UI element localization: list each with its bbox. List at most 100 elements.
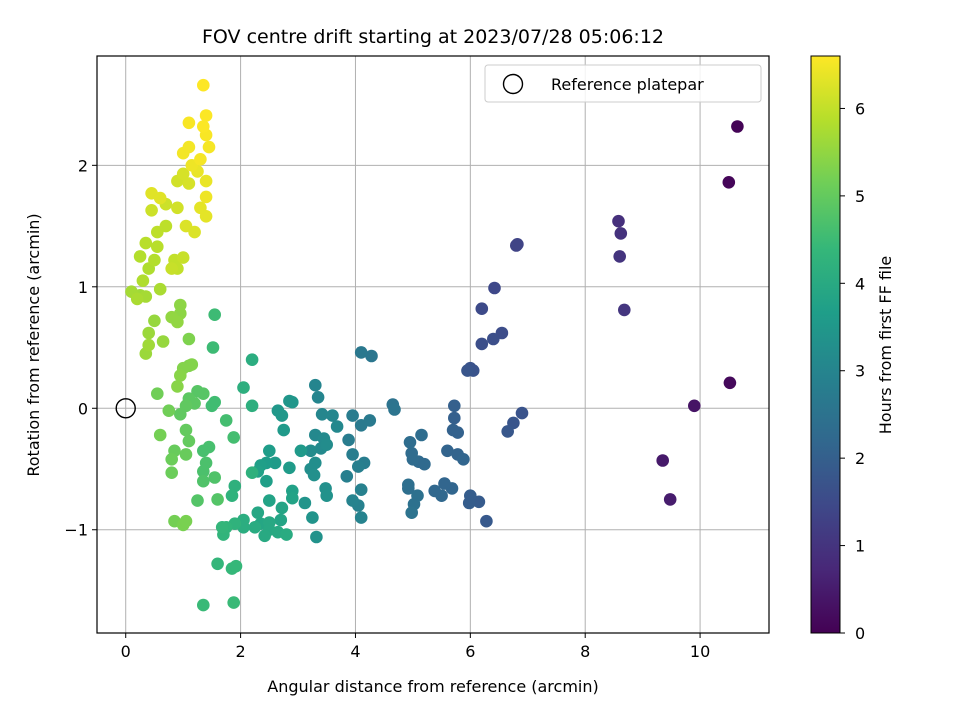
data-point [191, 494, 204, 507]
y-tick-label: 0 [78, 399, 88, 418]
data-point [275, 409, 289, 422]
data-point [151, 240, 164, 253]
data-point [307, 468, 321, 482]
colorbar [810, 55, 841, 634]
colorbar-label: Hours from first FF file [876, 256, 895, 435]
data-point [199, 109, 213, 122]
colorbar-tick-label: 3 [855, 362, 865, 381]
data-point [448, 411, 461, 425]
data-point [165, 262, 178, 275]
data-point [388, 403, 401, 416]
data-point [309, 378, 322, 392]
data-point [197, 78, 210, 92]
data-point [130, 292, 144, 306]
data-point [145, 204, 158, 217]
data-point [461, 364, 474, 377]
data-point [268, 456, 282, 470]
data-point [182, 116, 196, 130]
data-point [320, 489, 334, 503]
data-point [275, 501, 289, 515]
data-point [346, 494, 359, 507]
data-point [346, 448, 359, 461]
data-point [197, 598, 210, 612]
colorbar-tick-label: 0 [855, 624, 865, 643]
y-axis-label: Rotation from reference (arcmin) [24, 213, 43, 476]
x-tick-label: 10 [690, 642, 710, 661]
data-point [171, 201, 184, 215]
data-point [354, 419, 368, 432]
data-point [159, 219, 173, 233]
data-point [326, 409, 339, 422]
data-point [206, 341, 220, 354]
data-point [448, 399, 461, 413]
data-point [340, 470, 354, 483]
data-point [402, 482, 415, 495]
data-point [487, 332, 500, 346]
data-point [182, 140, 196, 154]
data-point [320, 438, 334, 452]
data-point [174, 408, 187, 421]
data-point [237, 381, 250, 394]
colorbar-tick-label: 1 [855, 537, 865, 556]
data-point [153, 282, 167, 296]
chart-title: FOV centre drift starting at 2023/07/28 … [202, 26, 664, 48]
data-point [245, 466, 259, 480]
data-point [179, 448, 193, 461]
data-point [245, 399, 259, 413]
data-point [280, 528, 293, 541]
data-point [365, 349, 378, 363]
data-point [133, 250, 147, 263]
data-point [354, 483, 368, 497]
data-point [462, 496, 476, 510]
data-point [346, 409, 359, 422]
data-point [182, 332, 196, 346]
x-axis-ticks: 0 2 4 6 8 10 [121, 633, 710, 661]
data-point [438, 477, 451, 490]
data-point [298, 496, 312, 510]
data-point [614, 227, 628, 240]
data-point [153, 191, 167, 205]
data-point [294, 444, 308, 458]
data-point [171, 380, 184, 393]
data-point [612, 214, 625, 228]
legend-marker-reference-platepar [502, 73, 524, 95]
data-point [723, 376, 737, 390]
data-point [258, 529, 272, 543]
data-point [457, 453, 470, 466]
data-point [342, 433, 355, 447]
data-point [311, 391, 325, 404]
data-point [688, 399, 701, 413]
data-point [245, 353, 259, 367]
data-point [208, 308, 221, 322]
data-point [229, 559, 243, 573]
data-point [354, 511, 368, 524]
data-point [215, 521, 229, 534]
data-point [219, 414, 233, 427]
data-point [142, 338, 155, 352]
data-point [148, 253, 161, 267]
legend-box [484, 64, 762, 103]
data-point [315, 408, 329, 421]
data-point [179, 423, 193, 437]
data-point [475, 337, 489, 351]
data-point [199, 190, 213, 204]
data-point [148, 314, 161, 328]
data-point [197, 444, 210, 458]
data-point [304, 444, 318, 458]
data-point [405, 446, 419, 460]
data-point [174, 369, 187, 382]
y-tick-label: 2 [78, 156, 88, 175]
x-axis-label: Angular distance from reference (arcmin) [267, 677, 598, 696]
data-point [263, 444, 276, 458]
data-point [310, 530, 323, 544]
data-point [286, 491, 299, 505]
data-point [165, 466, 178, 480]
data-point [151, 387, 164, 401]
data-point [176, 251, 190, 264]
colorbar-tick-label: 2 [855, 449, 865, 468]
data-point [211, 493, 224, 506]
grid [97, 56, 769, 633]
data-point [208, 395, 221, 409]
data-point [176, 167, 190, 181]
